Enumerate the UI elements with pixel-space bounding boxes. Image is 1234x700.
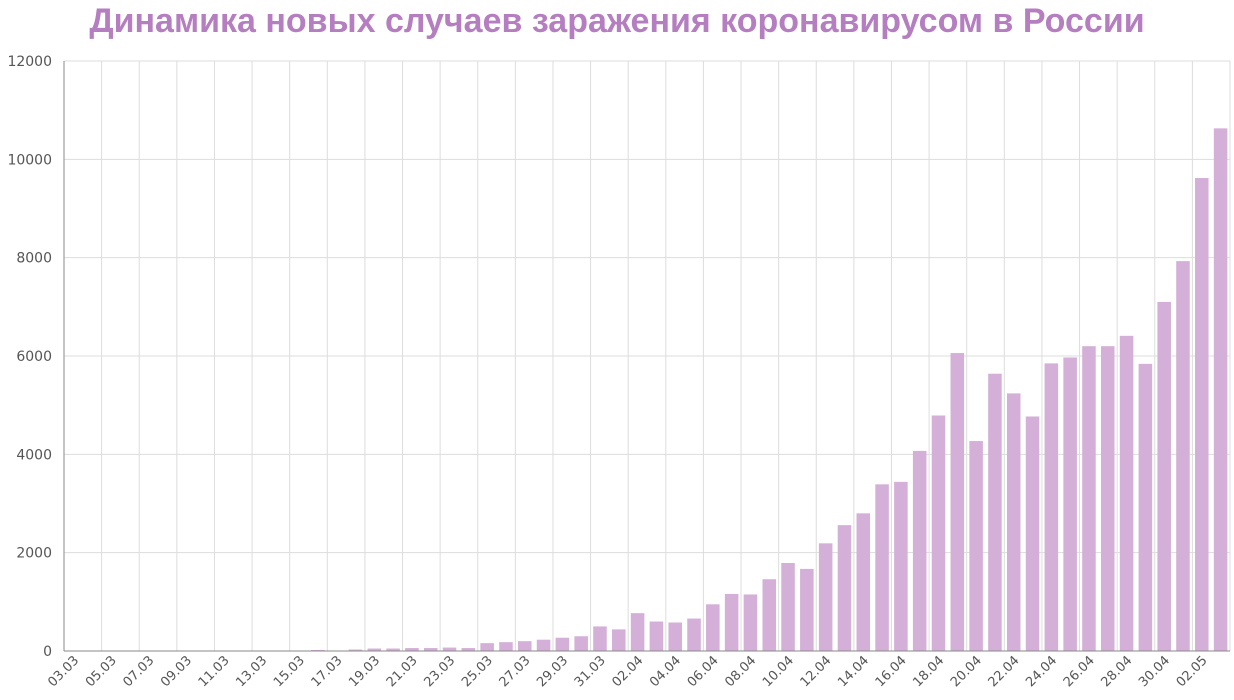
x-tick-label: 11.03 [196, 653, 233, 690]
bar-29.04 [1138, 363, 1153, 651]
bar-22.03 [423, 648, 438, 651]
bar-27.04 [1100, 346, 1115, 651]
x-tick-label: 28.04 [1098, 653, 1135, 690]
bar-14.04 [856, 513, 871, 651]
bar-21.04 [988, 373, 1002, 651]
x-tick-label: 02.05 [1174, 653, 1211, 690]
x-tick-label: 13.03 [233, 653, 270, 690]
bar-29.03 [555, 637, 570, 651]
x-tick-label: 21.03 [384, 653, 421, 690]
x-tick-label: 18.04 [910, 653, 947, 690]
bar-01.05 [1176, 261, 1190, 651]
bar-02.04 [630, 613, 645, 651]
bar-19.03 [367, 648, 382, 651]
x-tick-label: 20.04 [948, 653, 985, 690]
chart-title: Динамика новых случаев заражения коронав… [89, 2, 1145, 40]
x-tick-label: 06.04 [685, 653, 722, 690]
bar-18.03 [348, 649, 363, 651]
bar-19.04 [950, 353, 965, 651]
bar-30.03 [574, 636, 588, 651]
x-tick-label: 12.04 [798, 653, 835, 690]
bar-21.03 [405, 648, 419, 651]
x-tick-label: 04.04 [647, 653, 684, 690]
x-tick-label: 25.03 [459, 653, 496, 690]
bar-25.04 [1063, 357, 1077, 651]
x-tick-label: 08.04 [722, 653, 759, 690]
x-tick-label: 15.03 [271, 653, 308, 690]
bar-20.03 [386, 648, 400, 651]
bar-23.04 [1025, 416, 1040, 651]
x-tick-label: 05.03 [83, 653, 120, 690]
bar-10.04 [781, 562, 795, 651]
bar-04.04 [668, 622, 682, 651]
x-tick-label: 22.04 [986, 653, 1023, 690]
x-tick-label: 16.04 [873, 653, 910, 690]
bar-26.04 [1082, 346, 1096, 651]
bar-03.04 [649, 621, 664, 651]
bar-18.04 [931, 415, 946, 651]
x-tick-label: 24.04 [1023, 653, 1060, 690]
bar-24.03 [461, 648, 476, 651]
bar-20.04 [969, 441, 983, 651]
x-tick-label: 29.03 [534, 653, 571, 690]
x-tick-label: 10.04 [760, 653, 797, 690]
x-tick-label: 26.04 [1061, 653, 1098, 690]
bar-16.04 [894, 481, 908, 651]
bar-15.04 [875, 484, 889, 651]
bar-23.03 [442, 647, 457, 651]
x-tick-label: 27.03 [497, 653, 534, 690]
x-tick-label: 02.04 [610, 653, 647, 690]
bar-05.04 [687, 618, 701, 651]
bar-25.03 [480, 643, 494, 651]
x-tick-label: 09.03 [158, 653, 195, 690]
y-tick-label: 8000 [16, 251, 52, 267]
x-tick-label: 17.03 [309, 653, 346, 690]
bar-02.05 [1195, 178, 1209, 651]
bar-17.04 [912, 450, 927, 651]
x-tick-label: 19.03 [346, 653, 383, 690]
bar-27.03 [517, 641, 532, 651]
bar-24.04 [1044, 363, 1059, 651]
bar-31.03 [593, 626, 607, 651]
x-tick-label: 14.04 [835, 653, 872, 690]
bar-01.04 [612, 629, 626, 651]
bar-26.03 [499, 642, 513, 651]
bar-13.04 [837, 525, 852, 651]
y-tick-label: 10000 [7, 152, 52, 168]
bar-12.04 [818, 543, 833, 651]
bar-30.04 [1157, 301, 1171, 651]
y-tick-label: 12000 [7, 54, 52, 70]
bar-11.04 [800, 568, 814, 651]
bar-22.04 [1006, 393, 1021, 651]
x-tick-label: 30.04 [1136, 653, 1173, 690]
bar-08.04 [743, 594, 758, 651]
bar-09.04 [762, 579, 777, 651]
y-tick-label: 2000 [16, 546, 52, 562]
bar-03.05 [1213, 128, 1228, 651]
bar-07.04 [724, 593, 739, 651]
bar-28.04 [1119, 335, 1134, 651]
x-tick-label: 23.03 [421, 653, 458, 690]
y-tick-label: 4000 [16, 447, 52, 463]
y-tick-label: 6000 [16, 349, 52, 365]
x-tick-label: 31.03 [572, 653, 609, 690]
y-tick-label: 0 [43, 644, 52, 660]
bar-28.03 [536, 639, 551, 651]
bar-06.04 [706, 604, 720, 651]
x-tick-label: 07.03 [121, 653, 158, 690]
